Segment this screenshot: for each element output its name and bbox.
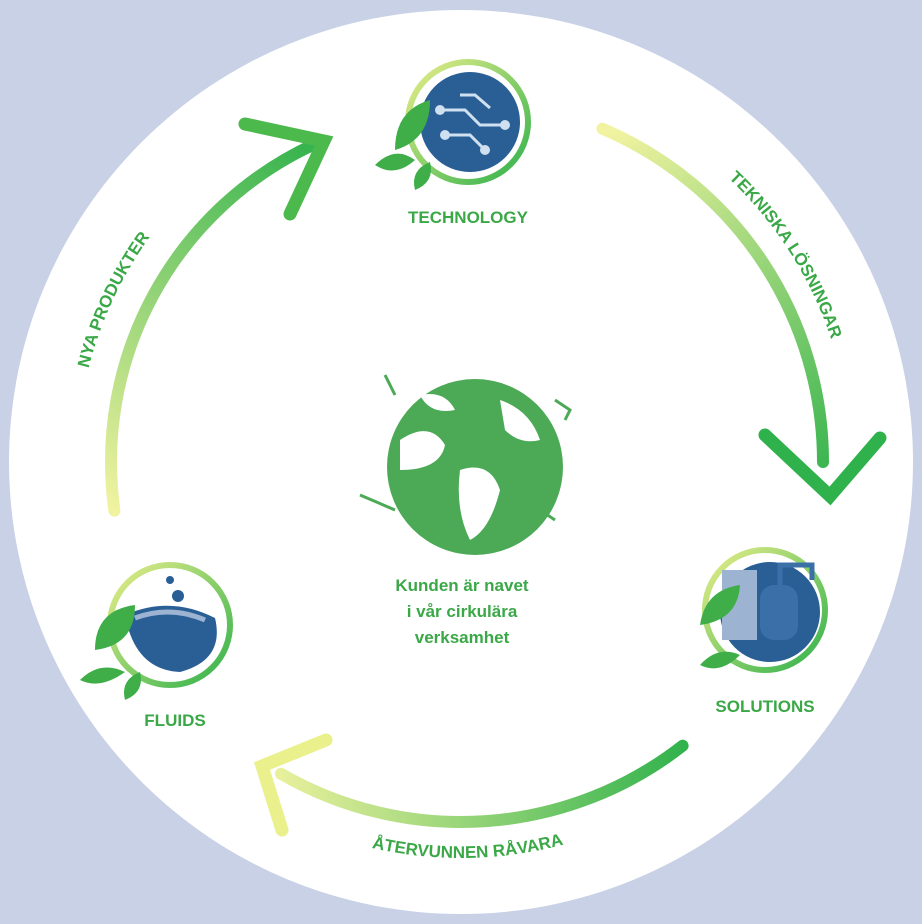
page: TEKNISKA LÖSNINGAR ÅTERVUNNEN RÅVARA NYA… — [0, 0, 922, 924]
solutions-icon — [700, 550, 825, 670]
node-label: TECHNOLOGY — [408, 208, 529, 227]
diagram: TEKNISKA LÖSNINGAR ÅTERVUNNEN RÅVARA NYA… — [0, 0, 922, 924]
center-line: Kunden är navet — [395, 576, 529, 595]
center-line: i vår cirkulära — [407, 602, 518, 621]
center-line: verksamhet — [415, 628, 510, 647]
node-label: SOLUTIONS — [715, 697, 814, 716]
node-label: FLUIDS — [144, 711, 205, 730]
center-text: Kunden är navet i vår cirkulära verksamh… — [395, 576, 529, 647]
